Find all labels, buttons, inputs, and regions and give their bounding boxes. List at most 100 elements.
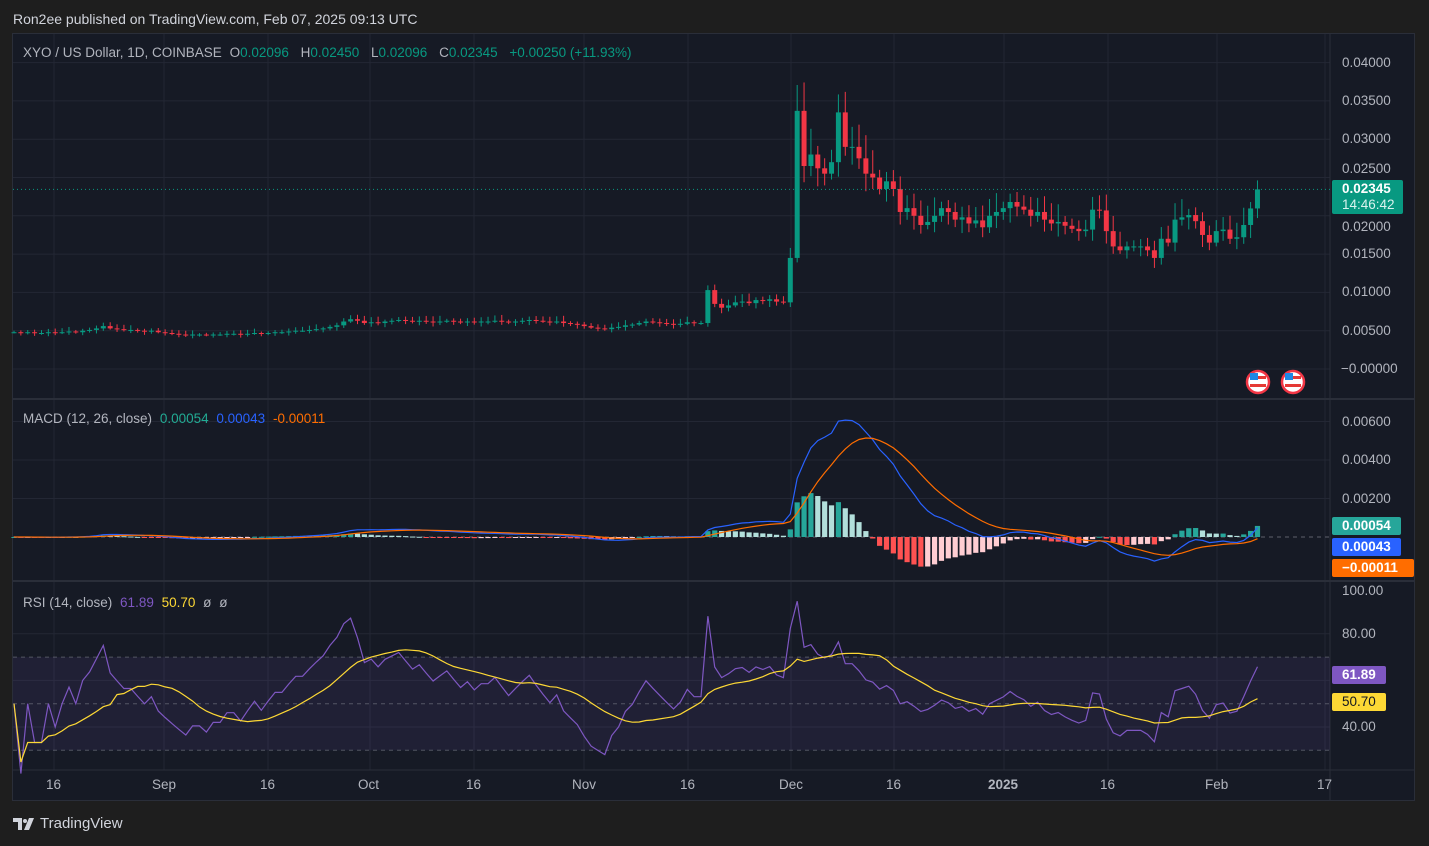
candle-body — [313, 329, 319, 331]
candle-body — [135, 329, 141, 331]
candle-body — [409, 320, 415, 322]
time-tick-label: 16 — [886, 777, 902, 792]
macd-histogram-bar — [897, 537, 903, 560]
candle-body — [121, 329, 127, 331]
macd-histogram-bar — [1014, 537, 1020, 540]
candle-body — [1234, 237, 1240, 239]
candle-body — [712, 290, 718, 304]
chart-frame[interactable] — [12, 33, 1415, 801]
candle-body — [87, 329, 93, 331]
candle-body — [533, 319, 539, 321]
macd-histogram-bar — [1062, 537, 1068, 543]
candle-body — [128, 329, 134, 331]
candle-body — [980, 220, 986, 228]
candle-body — [657, 322, 663, 324]
rsi-title[interactable]: RSI (14, close) — [23, 595, 113, 610]
macd-histogram-bar — [780, 535, 787, 537]
candle-body — [1103, 210, 1109, 232]
flag-canton — [1285, 373, 1293, 380]
macd-histogram-bar — [526, 537, 532, 538]
candle-body — [403, 319, 409, 321]
signal-line — [14, 437, 1258, 556]
symbol-title[interactable]: XYO / US Dollar, 1D, COINBASE — [23, 45, 222, 60]
low-label: L — [371, 45, 379, 60]
candle-body — [883, 181, 889, 189]
macd-histogram-bar — [1110, 537, 1116, 543]
candle-body — [870, 173, 876, 178]
candle-body — [780, 301, 786, 303]
macd-histogram-bar — [478, 537, 484, 539]
candle-body — [835, 112, 841, 163]
rsi-line — [13, 601, 1259, 774]
macd-hist-tag: 0.00054 — [1332, 517, 1401, 535]
candle-body — [142, 330, 148, 332]
candle-body — [1151, 250, 1157, 258]
candle-body — [52, 332, 58, 334]
candle-body — [911, 208, 917, 216]
candle-body — [519, 320, 525, 322]
rsi-ma-tag: 50.70 — [1332, 693, 1386, 711]
candle-body — [925, 221, 931, 225]
candle-body — [643, 321, 649, 324]
macd-histogram-bar — [238, 537, 244, 538]
candle-body — [725, 305, 731, 308]
candle-body — [705, 290, 711, 324]
candle-body — [973, 220, 979, 224]
macd-histogram-bar — [396, 535, 402, 537]
macd-histogram-bar — [1220, 533, 1226, 537]
price-tick-label: 0.04000 — [1342, 54, 1391, 70]
macd-histogram-bar — [389, 535, 395, 537]
macd-histogram-bar — [121, 536, 127, 538]
candle-body — [554, 321, 560, 323]
candle-body — [1007, 202, 1013, 209]
macd-histogram-bar — [746, 532, 752, 537]
candle-body — [719, 303, 725, 308]
macd-histogram-bar — [828, 505, 835, 537]
time-tick-label: Dec — [779, 777, 804, 792]
candle-body — [822, 168, 828, 174]
price-tick-label: 0.00500 — [1342, 322, 1391, 338]
candle-body — [471, 321, 477, 323]
candle-body — [856, 146, 862, 159]
candle-body — [842, 112, 848, 147]
macd-histogram-bar — [162, 537, 168, 538]
macd-histogram-bar — [753, 532, 759, 537]
macd-histogram-bar — [657, 535, 663, 537]
time-tick-label: Oct — [358, 777, 380, 792]
price-tick-label: 0.02000 — [1342, 219, 1391, 234]
macd-tick-label: 0.00200 — [1342, 490, 1391, 506]
candle-body — [526, 319, 532, 321]
macd-histogram-bar — [883, 537, 890, 550]
candle-body — [829, 162, 835, 174]
candle-body — [93, 328, 99, 330]
candle-body — [1096, 209, 1102, 211]
macd-histogram-bar — [959, 537, 965, 556]
last-price: 0.02345 — [1342, 181, 1391, 196]
candle-body — [664, 323, 670, 325]
close-label: C — [439, 45, 449, 60]
macd-histogram-bar — [822, 501, 828, 537]
candle-body — [1193, 215, 1199, 222]
macd-histogram-bar — [1179, 530, 1185, 537]
signal-value: 0.00043 — [216, 411, 266, 426]
candle-body — [444, 320, 450, 322]
candle-body — [238, 333, 244, 335]
macd-histogram-bar — [1007, 537, 1013, 541]
candle-body — [451, 320, 457, 322]
macd-histogram-bar — [602, 537, 608, 540]
candle-body — [1213, 231, 1219, 243]
candle-body — [1014, 202, 1020, 207]
macd-title[interactable]: MACD (12, 26, close) — [23, 411, 153, 426]
candle-body — [478, 321, 484, 323]
candle-body — [945, 208, 951, 212]
tradingview-brand[interactable]: TradingView — [13, 815, 123, 832]
macd-histogram-bar — [1186, 528, 1192, 537]
macd-histogram-bar — [1213, 533, 1219, 537]
macd-histogram-bar — [1035, 537, 1041, 540]
price-legend: XYO / US Dollar, 1D, COINBASE O0.02096 H… — [23, 45, 636, 60]
candle-body — [863, 158, 869, 174]
macd-histogram-bar — [409, 536, 416, 538]
candle-body — [190, 334, 196, 336]
macd-histogram-bar — [1069, 537, 1075, 543]
